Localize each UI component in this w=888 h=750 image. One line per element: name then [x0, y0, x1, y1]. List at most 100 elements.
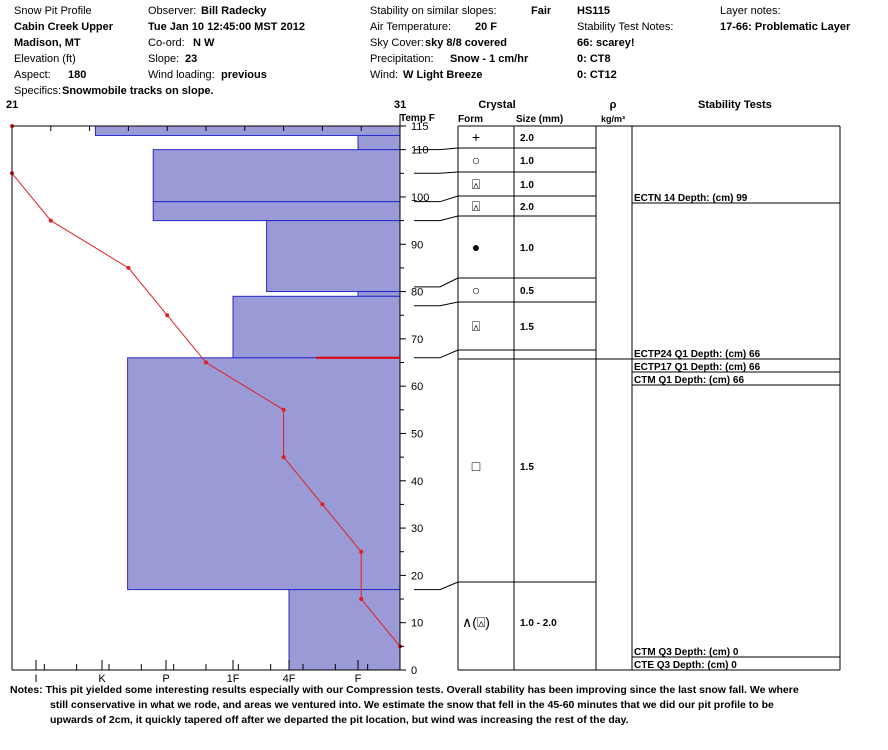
crystal-form-symbol: ○ [472, 152, 480, 168]
layer-connector [414, 349, 459, 359]
specifics-value: Snowmobile tracks on slope. [62, 85, 214, 97]
hardness-tick-label: 4F [283, 673, 296, 682]
layer-connector [414, 195, 459, 203]
hardness-layer [357, 134, 401, 151]
temp-point [281, 407, 286, 412]
crystal-form-symbol: ⍓ [472, 176, 480, 192]
stability-test-label: CTM Q3 Depth: (cm) 0 [634, 647, 739, 658]
temp-point [204, 360, 208, 365]
notes-line-3: upwards of 2cm, it quickly tapered off a… [50, 714, 629, 726]
depth-tick-label: 10 [411, 618, 423, 630]
crystal-size: 1.0 - 2.0 [520, 618, 557, 629]
sky-cover-value: sky 8/8 covered [425, 37, 507, 49]
hardness-layer [94, 125, 401, 136]
coord-label: Co-ord: [148, 37, 185, 49]
rho-unit: kg/m³ [601, 114, 625, 124]
crystal-form-symbol: ○ [472, 282, 480, 298]
crystal-form-symbol: □ [472, 458, 481, 474]
layer-connector [414, 171, 459, 174]
observer-label: Observer: [148, 5, 197, 17]
chart-frame: 21 31 Temp F I K P 1F 4F F 0 10 20 30 40 50 60 70 80 90 100… [6, 99, 435, 682]
depth-tick-label: 20 [411, 570, 423, 582]
depth-tick-label: 80 [411, 287, 423, 299]
crystal-size: 1.5 [520, 462, 534, 473]
coord-value: N W [193, 37, 215, 49]
wind-loading-label: Wind loading: [148, 69, 215, 81]
air-temp-value: 20 F [475, 21, 498, 33]
hardness-layer [152, 201, 401, 222]
depth-tick-label: 115 [411, 121, 429, 133]
crystal-form-symbol: ⍓ [472, 198, 480, 214]
depth-tick-label: 70 [411, 334, 423, 346]
temp-axis-label: Temp F [400, 113, 435, 124]
notes: Notes: This pit yielded some interesting… [10, 683, 870, 728]
rho-header: ρ [610, 99, 617, 111]
depth-tick-label: 110 [411, 145, 429, 157]
crystal-form-symbol: ⍓ [472, 318, 480, 334]
hardness-layer [127, 357, 401, 591]
snow-profile-chart: 21 31 Temp F I K P 1F 4F F 0 10 20 30 40 50 60 70 80 90 100… [6, 99, 841, 682]
size-header: Size (mm) [516, 114, 563, 125]
crystal-size: 1.0 [520, 180, 534, 191]
temp-axis-max: 31 [394, 99, 406, 111]
crystal-form-symbol: + [472, 129, 480, 145]
crystal-form-symbol: ● [472, 239, 480, 255]
wind-label: Wind: [370, 69, 399, 81]
hardness-layer [288, 589, 401, 671]
stability-note-3: 0: CT12 [577, 69, 617, 81]
layer-connector [414, 215, 459, 222]
stability-tests-column: ECTN 14 Depth: (cm) 99 ECTP24 Q1 Depth: (… [458, 193, 840, 671]
temp-line [11, 126, 401, 647]
temp-point [359, 597, 364, 602]
temp-point [126, 265, 131, 270]
slope-label: Slope: [148, 53, 180, 65]
hs-value: HS115 [577, 5, 611, 17]
hardness-tick-label: I [34, 673, 37, 682]
sky-cover-label: Sky Cover: [370, 37, 424, 49]
form-header: Form [458, 114, 483, 125]
crystal-header: Crystal [478, 99, 515, 111]
temp-point [281, 455, 286, 460]
location-name: Cabin Creek Upper [14, 21, 114, 33]
depth-tick-label: 50 [411, 428, 423, 440]
notes-line-2: still conservative in what we rode, and … [50, 699, 774, 711]
region-value: Madison, MT [14, 37, 81, 49]
hardness-layer [232, 295, 401, 359]
hardness-tick-label: F [355, 673, 362, 682]
temp-point [165, 313, 170, 318]
crystal-size: 1.0 [520, 243, 534, 254]
stability-test-label: ECTP17 Q1 Depth: (cm) 66 [634, 362, 761, 373]
date-value: Tue Jan 10 12:45:00 MST 2012 [148, 21, 305, 33]
stability-label: Stability on similar slopes: [370, 5, 497, 17]
depth-tick-label: 100 [411, 192, 429, 204]
stability-test-label: CTM Q1 Depth: (cm) 66 [634, 375, 744, 386]
precip-label: Precipitation: [370, 53, 434, 65]
depth-tick-label: 90 [411, 239, 423, 251]
layer-connector [414, 301, 459, 307]
layer-connector [414, 581, 459, 591]
stability-test-label: CTE Q3 Depth: (cm) 0 [634, 660, 737, 671]
stability-notes-label: Stability Test Notes: [577, 21, 674, 33]
layer-connector [414, 277, 459, 288]
observer-value: Bill Radecky [201, 5, 267, 17]
notes-line-1: This pit yielded some interesting result… [45, 684, 799, 696]
depth-tick-label: 30 [411, 523, 423, 535]
crystal-size: 1.0 [520, 156, 534, 167]
crystal-size: 2.0 [520, 133, 534, 144]
hardness-layer [152, 149, 401, 203]
stability-test-label: ECTN 14 Depth: (cm) 99 [634, 193, 748, 204]
layer-note-value: 17-66: Problematic Layer [720, 21, 851, 33]
hardness-tick-label: K [98, 673, 106, 682]
crystal-size: 1.5 [520, 322, 534, 333]
temp-point [48, 218, 53, 223]
hardness-tick-label: 1F [227, 673, 240, 682]
crystal-size: 0.5 [520, 286, 534, 297]
stability-test-label: ECTP24 Q1 Depth: (cm) 66 [634, 349, 761, 360]
hardness-bars [94, 125, 401, 671]
layer-notes-label: Layer notes: [720, 5, 781, 17]
depth-tick-label: 0 [411, 665, 417, 677]
aspect-label: Aspect: [14, 69, 51, 81]
temperature-profile [10, 124, 402, 649]
depth-tick-label: 60 [411, 381, 423, 393]
hardness-tick-label: P [162, 673, 169, 682]
